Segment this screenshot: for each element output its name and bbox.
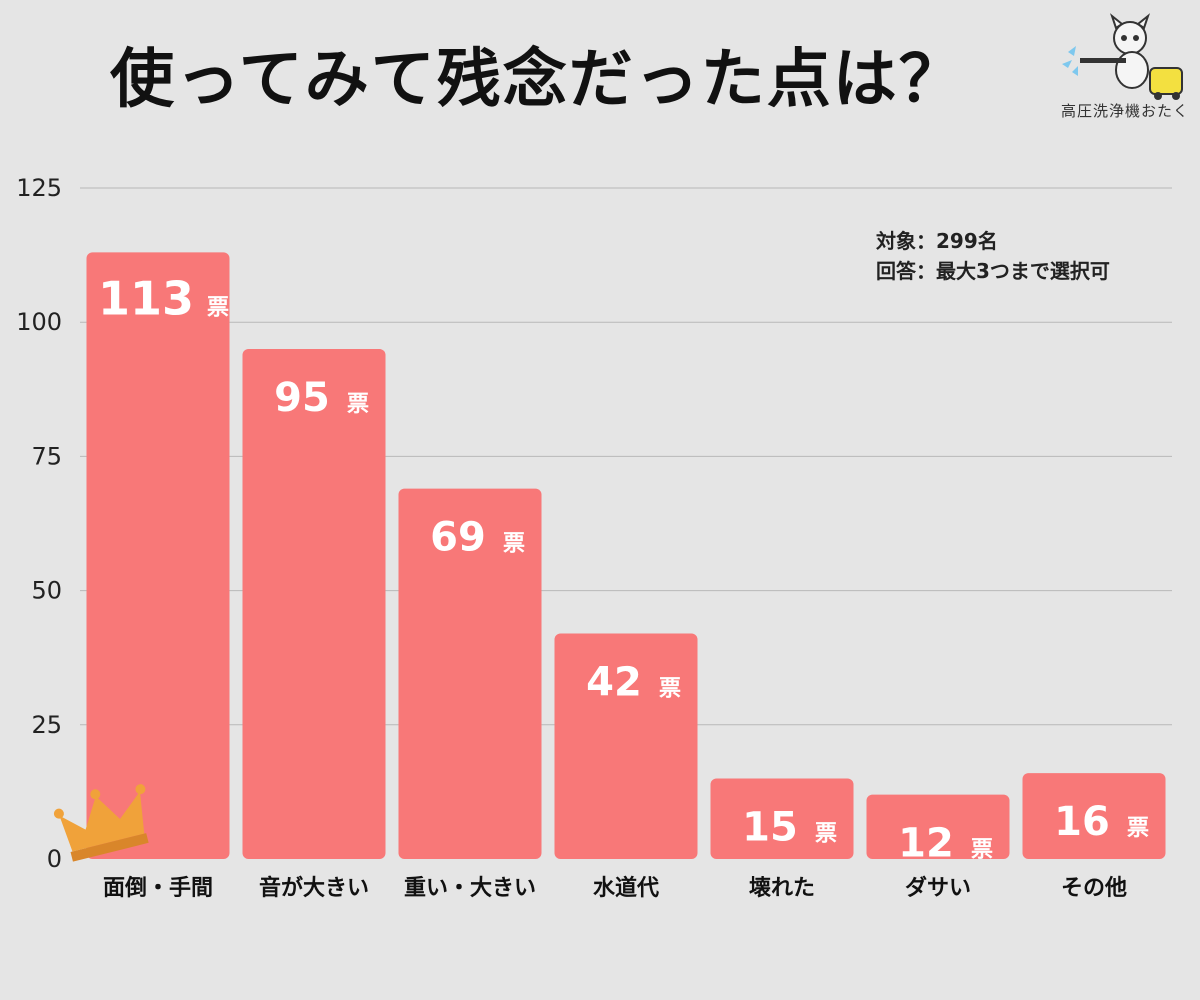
x-category-label: その他 — [1061, 876, 1127, 901]
bar-unit-label: 票 — [971, 838, 993, 863]
logo-text: 高圧洗浄機おたく — [1060, 102, 1189, 120]
x-category-label: 水道代 — [593, 875, 659, 901]
y-tick-label: 50 — [31, 577, 62, 605]
bar — [1022, 773, 1166, 859]
survey-note: 対象：299名 回答：最大3つまで選択可 — [876, 226, 1110, 286]
bar — [554, 633, 698, 859]
bar-unit-label: 票 — [659, 677, 681, 702]
y-tick-label: 75 — [31, 442, 62, 470]
bar-value-label: 113 — [98, 271, 194, 325]
y-tick-label: 100 — [16, 308, 62, 336]
bar-value-label: 69 — [430, 515, 486, 561]
bar — [86, 252, 230, 859]
note-target: 対象：299名 — [876, 229, 998, 253]
bar — [866, 794, 1010, 859]
note-answer: 回答：最大3つまで選択可 — [876, 259, 1110, 283]
x-category-label: ダサい — [905, 875, 971, 901]
bar-value-label: 95 — [274, 375, 330, 421]
x-category-label: 壊れた — [749, 876, 815, 901]
logo: 高圧洗浄機おたく — [1050, 12, 1200, 122]
y-tick-label: 0 — [47, 845, 62, 873]
bar-unit-label: 票 — [815, 821, 837, 846]
page-title: 使ってみて残念だった点は？ — [110, 43, 965, 117]
bar — [242, 349, 386, 859]
bar-value-label: 16 — [1054, 799, 1110, 845]
x-category-label: 重い・大きい — [404, 876, 536, 901]
bar-unit-label: 票 — [347, 392, 369, 417]
bar-value-label: 42 — [586, 660, 642, 706]
x-category-label: 面倒・手間 — [103, 876, 213, 901]
dog-with-pressure-washer-icon — [1062, 13, 1183, 100]
bar-unit-label: 票 — [1127, 816, 1149, 841]
y-tick-label: 125 — [16, 174, 62, 202]
y-tick-label: 25 — [31, 711, 62, 739]
bar-unit-label: 票 — [503, 532, 525, 557]
bar — [710, 778, 854, 859]
bar — [398, 488, 542, 859]
crown-icon — [53, 784, 149, 862]
bar-value-label: 15 — [742, 804, 798, 850]
bar-unit-label: 票 — [207, 295, 229, 320]
x-category-label: 音が大きい — [259, 875, 369, 901]
bar-value-label: 12 — [898, 821, 954, 867]
